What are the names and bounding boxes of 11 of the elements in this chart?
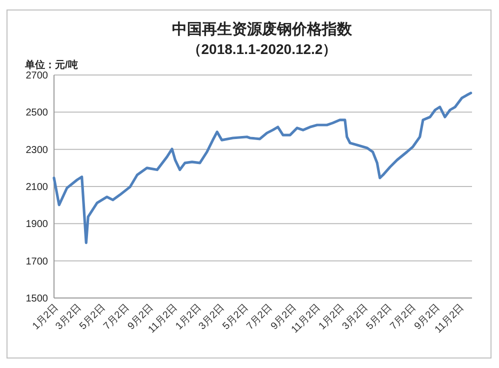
y-tick-label: 2100: [26, 182, 48, 193]
y-tick-label: 1900: [26, 219, 48, 230]
y-tick-label: 1500: [26, 294, 48, 304]
y-tick-label: 2300: [26, 144, 48, 156]
y-axis-title: 单位：元/吨: [24, 59, 78, 71]
y-tick-label: 2700: [26, 70, 48, 82]
y-tick-label: 2500: [26, 108, 48, 119]
chart-title: 中国再生资源废钢价格指数: [172, 20, 353, 38]
chart-subtitle: （2018.1.1-2020.12.2）: [187, 41, 337, 57]
y-tick-label: 1700: [26, 256, 48, 268]
line-series: [52, 92, 472, 244]
